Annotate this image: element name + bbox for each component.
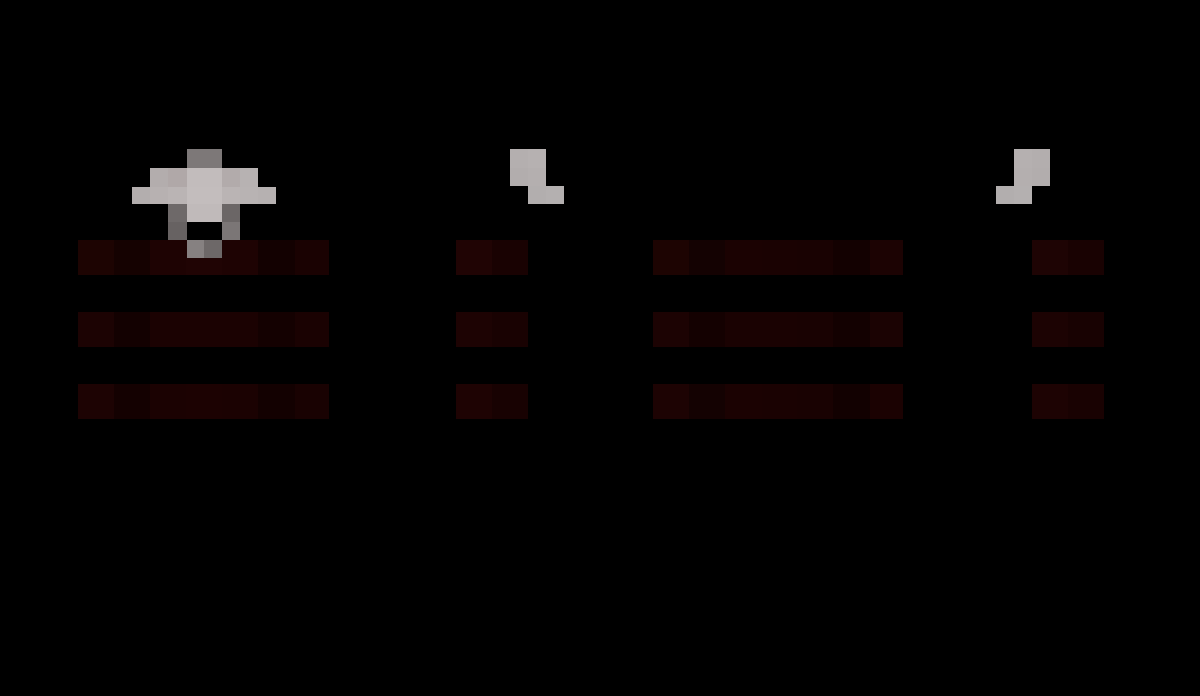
bar-group-3-row1-seg6 <box>833 240 870 275</box>
bar-group-1-row2-seg4 <box>186 312 222 347</box>
bar-group-2-row1-seg2 <box>492 240 528 275</box>
bar-group-3-row2-seg3 <box>725 312 762 347</box>
starburst-ring-icon-cell5 <box>222 168 240 187</box>
starburst-ring-icon-cell7 <box>132 187 150 204</box>
bar-group-3-row3-seg3 <box>725 384 762 419</box>
bar-group-3-row3-seg1 <box>653 384 689 419</box>
bar-group-4-row3-seg2 <box>1068 384 1104 419</box>
bar-group-1-row3-seg7 <box>295 384 329 419</box>
quote-mark-right-icon-cell3 <box>1014 168 1032 186</box>
bar-group-1-row3-seg6 <box>258 384 295 419</box>
bar-group-2-row2-seg2 <box>492 312 528 347</box>
bar-group-3-row3-seg6 <box>833 384 870 419</box>
starburst-ring-icon-cell10 <box>187 187 222 204</box>
quote-mark-right-icon-cell5 <box>996 186 1014 204</box>
bar-group-1-row1-seg2 <box>114 240 150 275</box>
bar-group-3-row2-seg2 <box>689 312 725 347</box>
quote-mark-right-icon-cell4 <box>1032 168 1050 186</box>
starburst-ring-icon-cell17 <box>168 222 187 240</box>
bar-group-3-row1-seg2 <box>689 240 725 275</box>
bar-group-1-row1-seg1 <box>78 240 114 275</box>
bar-group-2-row1-seg1 <box>456 240 492 275</box>
starburst-ring-icon-cell11 <box>222 187 240 204</box>
bar-group-1-row1-seg6 <box>258 240 295 275</box>
bar-group-1-row3-seg3 <box>150 384 186 419</box>
bar-group-3-row2-seg7 <box>870 312 903 347</box>
bar-group-3-row1-seg7 <box>870 240 903 275</box>
bar-group-4-row1-seg2 <box>1068 240 1104 275</box>
bar-group-3-row1-seg5 <box>797 240 833 275</box>
quote-mark-right-icon-cell1 <box>1014 149 1032 168</box>
quote-mark-left-icon-cell1 <box>510 149 528 168</box>
starburst-ring-icon-cell14 <box>168 204 187 222</box>
bar-group-1-row3-seg1 <box>78 384 114 419</box>
bar-group-1-row3-seg5 <box>222 384 258 419</box>
bar-group-2-row2-seg1 <box>456 312 492 347</box>
bar-group-4-row1-seg1 <box>1032 240 1068 275</box>
bar-group-1-row2-seg7 <box>295 312 329 347</box>
starburst-ring-icon-cell16 <box>222 204 240 222</box>
bar-group-4-row3-seg1 <box>1032 384 1068 419</box>
bar-group-2-row3-seg1 <box>456 384 492 419</box>
bar-group-3-row3-seg5 <box>797 384 833 419</box>
bar-group-2-row3-seg2 <box>492 384 528 419</box>
bar-group-3-row1-seg4 <box>762 240 797 275</box>
bar-group-3-row3-seg7 <box>870 384 903 419</box>
starburst-ring-icon-cell19 <box>187 240 204 258</box>
bar-group-3-row2-seg4 <box>762 312 797 347</box>
bar-group-3-row1-seg3 <box>725 240 762 275</box>
bar-group-3-row3-seg4 <box>762 384 797 419</box>
bar-group-1-row2-seg2 <box>114 312 150 347</box>
starburst-ring-icon-cell20 <box>204 240 222 258</box>
bar-group-1-row3-seg2 <box>114 384 150 419</box>
quote-mark-right-icon-cell6 <box>1014 186 1032 204</box>
starburst-ring-icon-cell9 <box>168 187 187 204</box>
quote-mark-left-icon-cell3 <box>510 168 528 186</box>
bar-group-3-row3-seg2 <box>689 384 725 419</box>
bar-group-3-row2-seg6 <box>833 312 870 347</box>
bar-group-1-row2-seg3 <box>150 312 186 347</box>
bar-group-4-row2-seg1 <box>1032 312 1068 347</box>
starburst-ring-icon-cell13 <box>258 187 276 204</box>
quote-mark-left-icon-cell2 <box>528 149 546 168</box>
bar-group-1-row2-seg5 <box>222 312 258 347</box>
bar-group-1-row2-seg6 <box>258 312 295 347</box>
bar-group-1-row2-seg1 <box>78 312 114 347</box>
bar-group-3-row1-seg1 <box>653 240 689 275</box>
starburst-ring-icon-cell4 <box>187 168 222 187</box>
bar-group-3-row2-seg1 <box>653 312 689 347</box>
starburst-ring-icon-cell15 <box>187 204 222 222</box>
starburst-ring-icon-cell8 <box>150 187 168 204</box>
bar-group-1-row3-seg4 <box>186 384 222 419</box>
bar-group-4-row2-seg2 <box>1068 312 1104 347</box>
starburst-ring-icon-cell18 <box>222 222 240 240</box>
starburst-ring-icon-cell6 <box>240 168 258 187</box>
starburst-ring-icon-cell3 <box>168 168 187 187</box>
bar-group-3-row2-seg5 <box>797 312 833 347</box>
starburst-ring-icon-cell12 <box>240 187 258 204</box>
starburst-ring-icon-cell2 <box>150 168 168 187</box>
quote-mark-left-icon-cell5 <box>528 186 546 204</box>
quote-mark-left-icon-cell6 <box>546 186 564 204</box>
bar-group-1-row1-seg3 <box>150 240 186 275</box>
quote-mark-right-icon-cell2 <box>1032 149 1050 168</box>
quote-mark-left-icon-cell4 <box>528 168 546 186</box>
bar-group-1-row1-seg5 <box>222 240 258 275</box>
starburst-ring-icon-cell1 <box>187 149 222 168</box>
bar-group-1-row1-seg7 <box>295 240 329 275</box>
